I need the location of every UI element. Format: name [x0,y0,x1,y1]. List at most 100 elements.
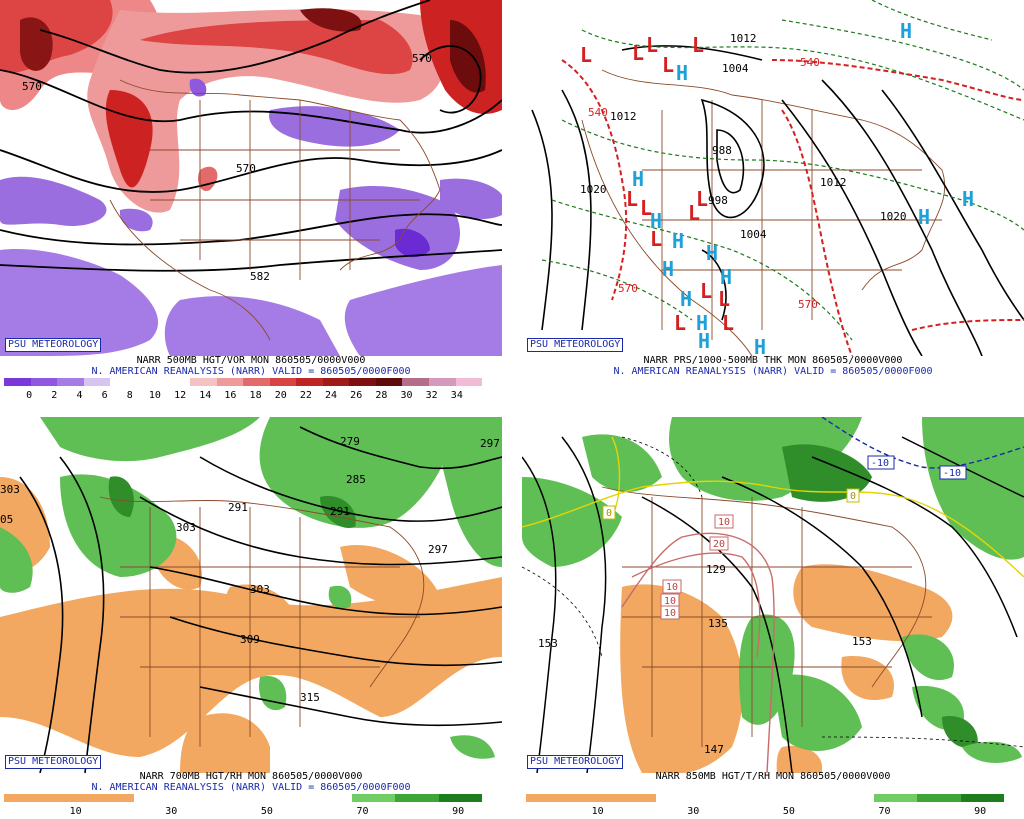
high-pressure-marker: H [962,187,974,211]
color-scale-label: 32 [425,390,438,401]
low-pressure-marker: L [650,227,662,251]
color-scale-swatch [743,794,787,802]
thickness-label: 540 [588,106,608,119]
color-scale-label: 30 [400,390,413,401]
map-valid-time: N. AMERICAN REANALYSIS (NARR) VALID = 86… [91,366,411,377]
color-scale-label: 10 [148,390,161,401]
panel-surface-pressure-thickness: 1012 1004 540 540 1012 988 1020 998 1004… [522,0,1024,402]
map-title: NARR 700MB HGT/RH MON 860505/0000V000 [139,771,363,782]
thickness-label: 540 [800,56,820,69]
color-scale-label: 12 [174,390,187,401]
color-scale-swatch [656,794,700,802]
color-scale-label: 2 [51,390,58,401]
low-pressure-marker: L [718,287,730,311]
low-pressure-marker: L [662,53,674,77]
contour-label: 297 [428,543,448,556]
color-scale-label: 34 [450,390,463,401]
high-pressure-marker: H [754,335,766,356]
color-scale-swatch [438,794,482,802]
color-scale-label: 90 [974,806,987,817]
color-scale-swatch [216,378,244,386]
color-scale-swatch [351,794,396,802]
isotherm-label: -10 [871,458,889,469]
contour-label: 129 [706,563,726,576]
color-scale-label: 30 [687,806,700,817]
color-scale-label: 8 [126,390,133,401]
psu-meteorology-badge: PSU METEOROLOGY [527,338,624,352]
color-scale-label: 90 [452,806,465,817]
color-scale-swatch [322,378,350,386]
color-scale-label: 28 [375,390,388,401]
isotherm-label: 10 [718,517,730,528]
panel-850mb-height-temp-rh: -10 -10 0 0 10 20 10 10 10 129 135 153 1… [522,417,1024,819]
color-scale-label: 22 [299,390,312,401]
isobar-label: 1012 [730,32,757,45]
low-pressure-marker: L [674,311,686,335]
contour-label: 570 [22,80,42,93]
psu-meteorology-badge: PSU METEOROLOGY [5,338,102,352]
low-pressure-marker: L [722,311,734,335]
low-pressure-marker: L [692,33,704,57]
color-scale-swatch [264,794,309,802]
panel-700mb-height-rh: 279 297 285 291 291 297 303 303 309 315 … [0,417,502,819]
contour-label: 285 [346,473,366,486]
color-scale-label: 0 [26,390,33,401]
vorticity-map: 570 582 570 570 [0,0,502,356]
contour-label: 05 [0,513,13,526]
low-pressure-marker: L [688,201,700,225]
contour-label: 303 [0,483,20,496]
color-scale-swatch [569,794,613,802]
color-scale-swatch [221,794,265,802]
psu-meteorology-badge: PSU METEOROLOGY [527,755,624,769]
isobar-label: 998 [708,194,728,207]
color-scale-swatch [349,378,376,386]
isotherm-label: 10 [664,596,676,607]
color-scale-swatch [526,794,570,802]
color-scale-swatch [30,378,58,386]
map-title: NARR 500MB HGT/VOR MON 860505/0000V000 [136,355,366,366]
contour-label: 303 [250,583,270,596]
color-scale-swatch [134,794,178,802]
contour-label: 291 [330,505,350,518]
contour-label: 153 [852,635,872,648]
rh850-map: -10 -10 0 0 10 20 10 10 10 129 135 153 1… [522,417,1024,773]
color-scale-label: 70 [356,806,369,817]
high-pressure-marker: H [632,167,644,191]
high-pressure-marker: H [650,209,662,233]
low-pressure-marker: L [626,187,638,211]
contour-label: 309 [240,633,260,646]
color-scale-label: 30 [165,806,178,817]
high-pressure-marker: H [662,257,674,281]
isotherm-label: 10 [666,582,678,593]
isobar-label: 1012 [610,110,637,123]
psu-meteorology-badge: PSU METEOROLOGY [5,755,102,769]
color-scale-swatch [429,378,456,386]
color-scale-label: 50 [782,806,795,817]
color-scale-swatch [83,378,111,386]
panel-500mb-vorticity: 570 582 570 570 PSU METEOROLOGY NARR 500… [0,0,502,402]
color-scale [4,378,483,386]
color-scale-swatch [90,794,135,802]
isotherm-label: 0 [606,508,612,519]
high-pressure-marker: H [720,265,732,289]
color-scale-swatch [136,378,164,386]
contour-label: 582 [250,270,270,283]
high-pressure-marker: H [676,61,688,85]
color-scale-swatch [243,378,270,386]
isobar-label: 1020 [580,183,607,196]
low-pressure-marker: L [580,43,592,67]
color-scale-swatch [296,378,323,386]
color-scale-swatch [455,378,483,386]
map-valid-time: N. AMERICAN REANALYSIS (NARR) VALID = 86… [91,782,411,793]
color-scale-label: 20 [274,390,287,401]
color-scale-swatch [110,378,137,386]
color-scale-swatch [177,794,222,802]
color-scale-swatch [917,794,961,802]
contour-label: 153 [538,637,558,650]
high-pressure-marker: H [672,229,684,253]
high-pressure-marker: H [706,241,718,265]
thickness-label: 570 [798,298,818,311]
color-scale [4,794,482,802]
map-title: NARR 850MB HGT/T/RH MON 860505/0000V000 [655,771,891,782]
color-scale-swatch [189,378,217,386]
